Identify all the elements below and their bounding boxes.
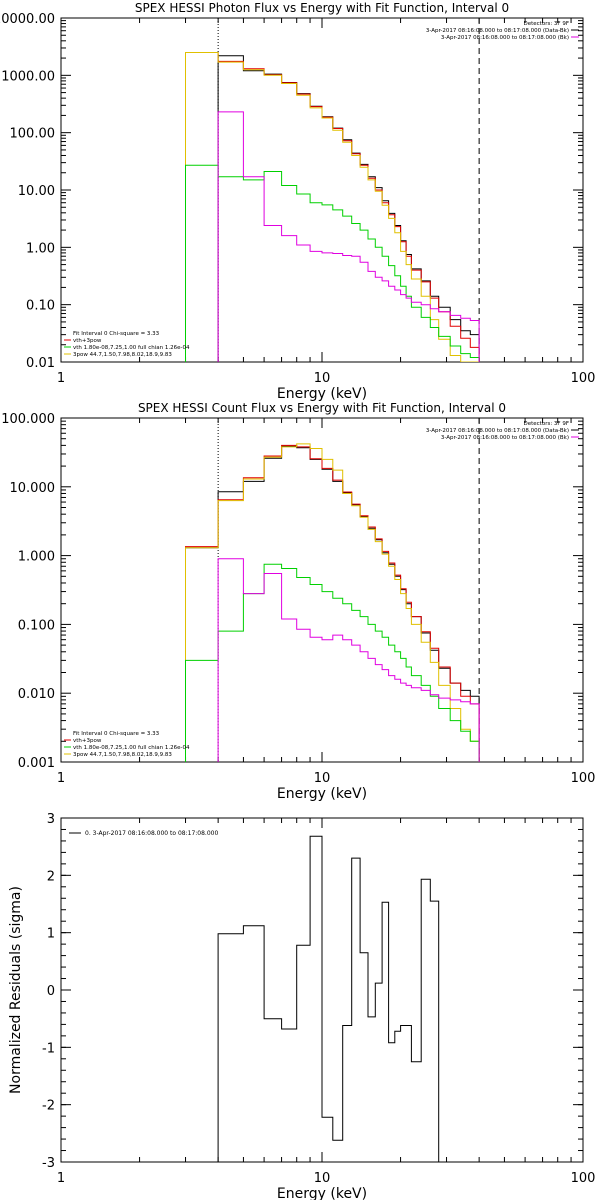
- y-tick-label: 10.000: [10, 481, 56, 496]
- legend-bottom-entry: 3pow 44.7,1.50,7.98,8.02,18.9,9.83: [73, 352, 172, 358]
- y-tick-label: 0.100: [18, 618, 55, 633]
- legend-bottom-entry: Fit Interval 0 Chi-square = 3.33: [73, 331, 160, 337]
- y-tick-label: 0.01: [26, 356, 55, 371]
- x-tick-label: 1: [57, 1171, 65, 1186]
- y-tick-label: 0.010: [18, 687, 55, 702]
- legend-bottom-entry: Fit Interval 0 Chi-square = 3.33: [73, 731, 160, 737]
- y-tick-label: 0: [47, 984, 55, 999]
- legend-bottom-entry: vth+3pow: [73, 338, 102, 344]
- series-2-histogram: [185, 443, 480, 762]
- x-axis-label: Energy (keV): [277, 786, 367, 802]
- series-4-histogram: [217, 558, 480, 762]
- legend-bottom-entry: 3pow 44.7,1.50,7.98,8.02,18.9,9.83: [73, 752, 172, 758]
- x-tick-label: 10: [314, 371, 331, 386]
- y-tick-label: -3: [42, 1156, 55, 1171]
- x-tick-label: 100: [571, 771, 596, 786]
- x-tick-label: 100: [571, 1171, 596, 1186]
- chart-title: SPEX HESSI Count Flux vs Energy with Fit…: [138, 401, 506, 415]
- series-3-histogram: [185, 164, 480, 362]
- y-tick-label: 0.10: [26, 299, 55, 314]
- legend-bottom-entry: vth 1.80e-08,7.25,1.00 full chian 1.26e-…: [73, 345, 190, 351]
- y-tick-label: 100.000: [1, 412, 55, 427]
- series-3-histogram: [185, 563, 480, 762]
- legend-bottom-entry: vth+3pow: [73, 738, 102, 744]
- x-tick-label: 1: [57, 371, 65, 386]
- x-tick-label: 1: [57, 771, 65, 786]
- x-tick-label: 10: [314, 771, 331, 786]
- y-tick-label: 100.00: [10, 127, 56, 142]
- legend-top-entry: 3-Apr-2017 08:16:08.000 to 08:17:08.000 …: [426, 28, 569, 34]
- y-tick-label: 1.00: [26, 241, 55, 256]
- data-group: [185, 443, 480, 762]
- plot-frame: [60, 17, 584, 363]
- series-0-histogram: [217, 55, 480, 362]
- y-tick-label: 1: [47, 927, 55, 942]
- series-4-histogram: [217, 111, 480, 362]
- y-tick-label: -1: [42, 1041, 55, 1056]
- data-group: [185, 52, 480, 362]
- data-group: [217, 835, 440, 1162]
- legend-bottom-entry: vth 1.80e-08,7.25,1.00 full chian 1.26e-…: [73, 745, 190, 751]
- y-tick-label: 2: [47, 869, 55, 884]
- y-tick-label: 3: [47, 812, 55, 827]
- legend-top-entry: 3-Apr-2017 08:16:08.000 to 08:17:08.000 …: [441, 435, 569, 441]
- x-tick-label: 10: [314, 1171, 331, 1186]
- x-axis-label: Energy (keV): [277, 386, 367, 402]
- y-axis-label: Normalized Residuals (sigma): [8, 886, 24, 1094]
- y-tick-label: 0.001: [18, 756, 55, 771]
- legend-top-entry: 3-Apr-2017 08:16:08.000 to 08:17:08.000 …: [441, 35, 569, 41]
- y-tick-label: 1000.00: [1, 69, 55, 84]
- legend-top-entry: 3-Apr-2017 08:16:08.000 to 08:17:08.000 …: [426, 428, 569, 434]
- legend-top-entry: Detectors: 3F 9F: [523, 421, 569, 427]
- y-tick-label: -2: [42, 1099, 55, 1114]
- series-0-histogram: [185, 445, 480, 762]
- chart-title: SPEX HESSI Photon Flux vs Energy with Fi…: [135, 1, 509, 15]
- x-axis-label: Energy (keV): [277, 1186, 367, 1200]
- y-tick-label: 10.00: [18, 184, 55, 199]
- photon-flux-panel: SPEX HESSI Photon Flux vs Energy with Fi…: [0, 1, 595, 402]
- residual-legend-text: 0. 3-Apr-2017 08:16:08.000 to 08:17:08.0…: [85, 830, 218, 837]
- y-tick-label: 1.000: [18, 550, 55, 565]
- legend-top-entry: Detectors: 3F 9F: [523, 21, 569, 27]
- series-1-histogram: [185, 444, 480, 762]
- count-flux-panel: SPEX HESSI Count Flux vs Energy with Fit…: [1, 401, 595, 802]
- x-tick-label: 100: [571, 371, 596, 386]
- series-0-histogram: [217, 835, 440, 1162]
